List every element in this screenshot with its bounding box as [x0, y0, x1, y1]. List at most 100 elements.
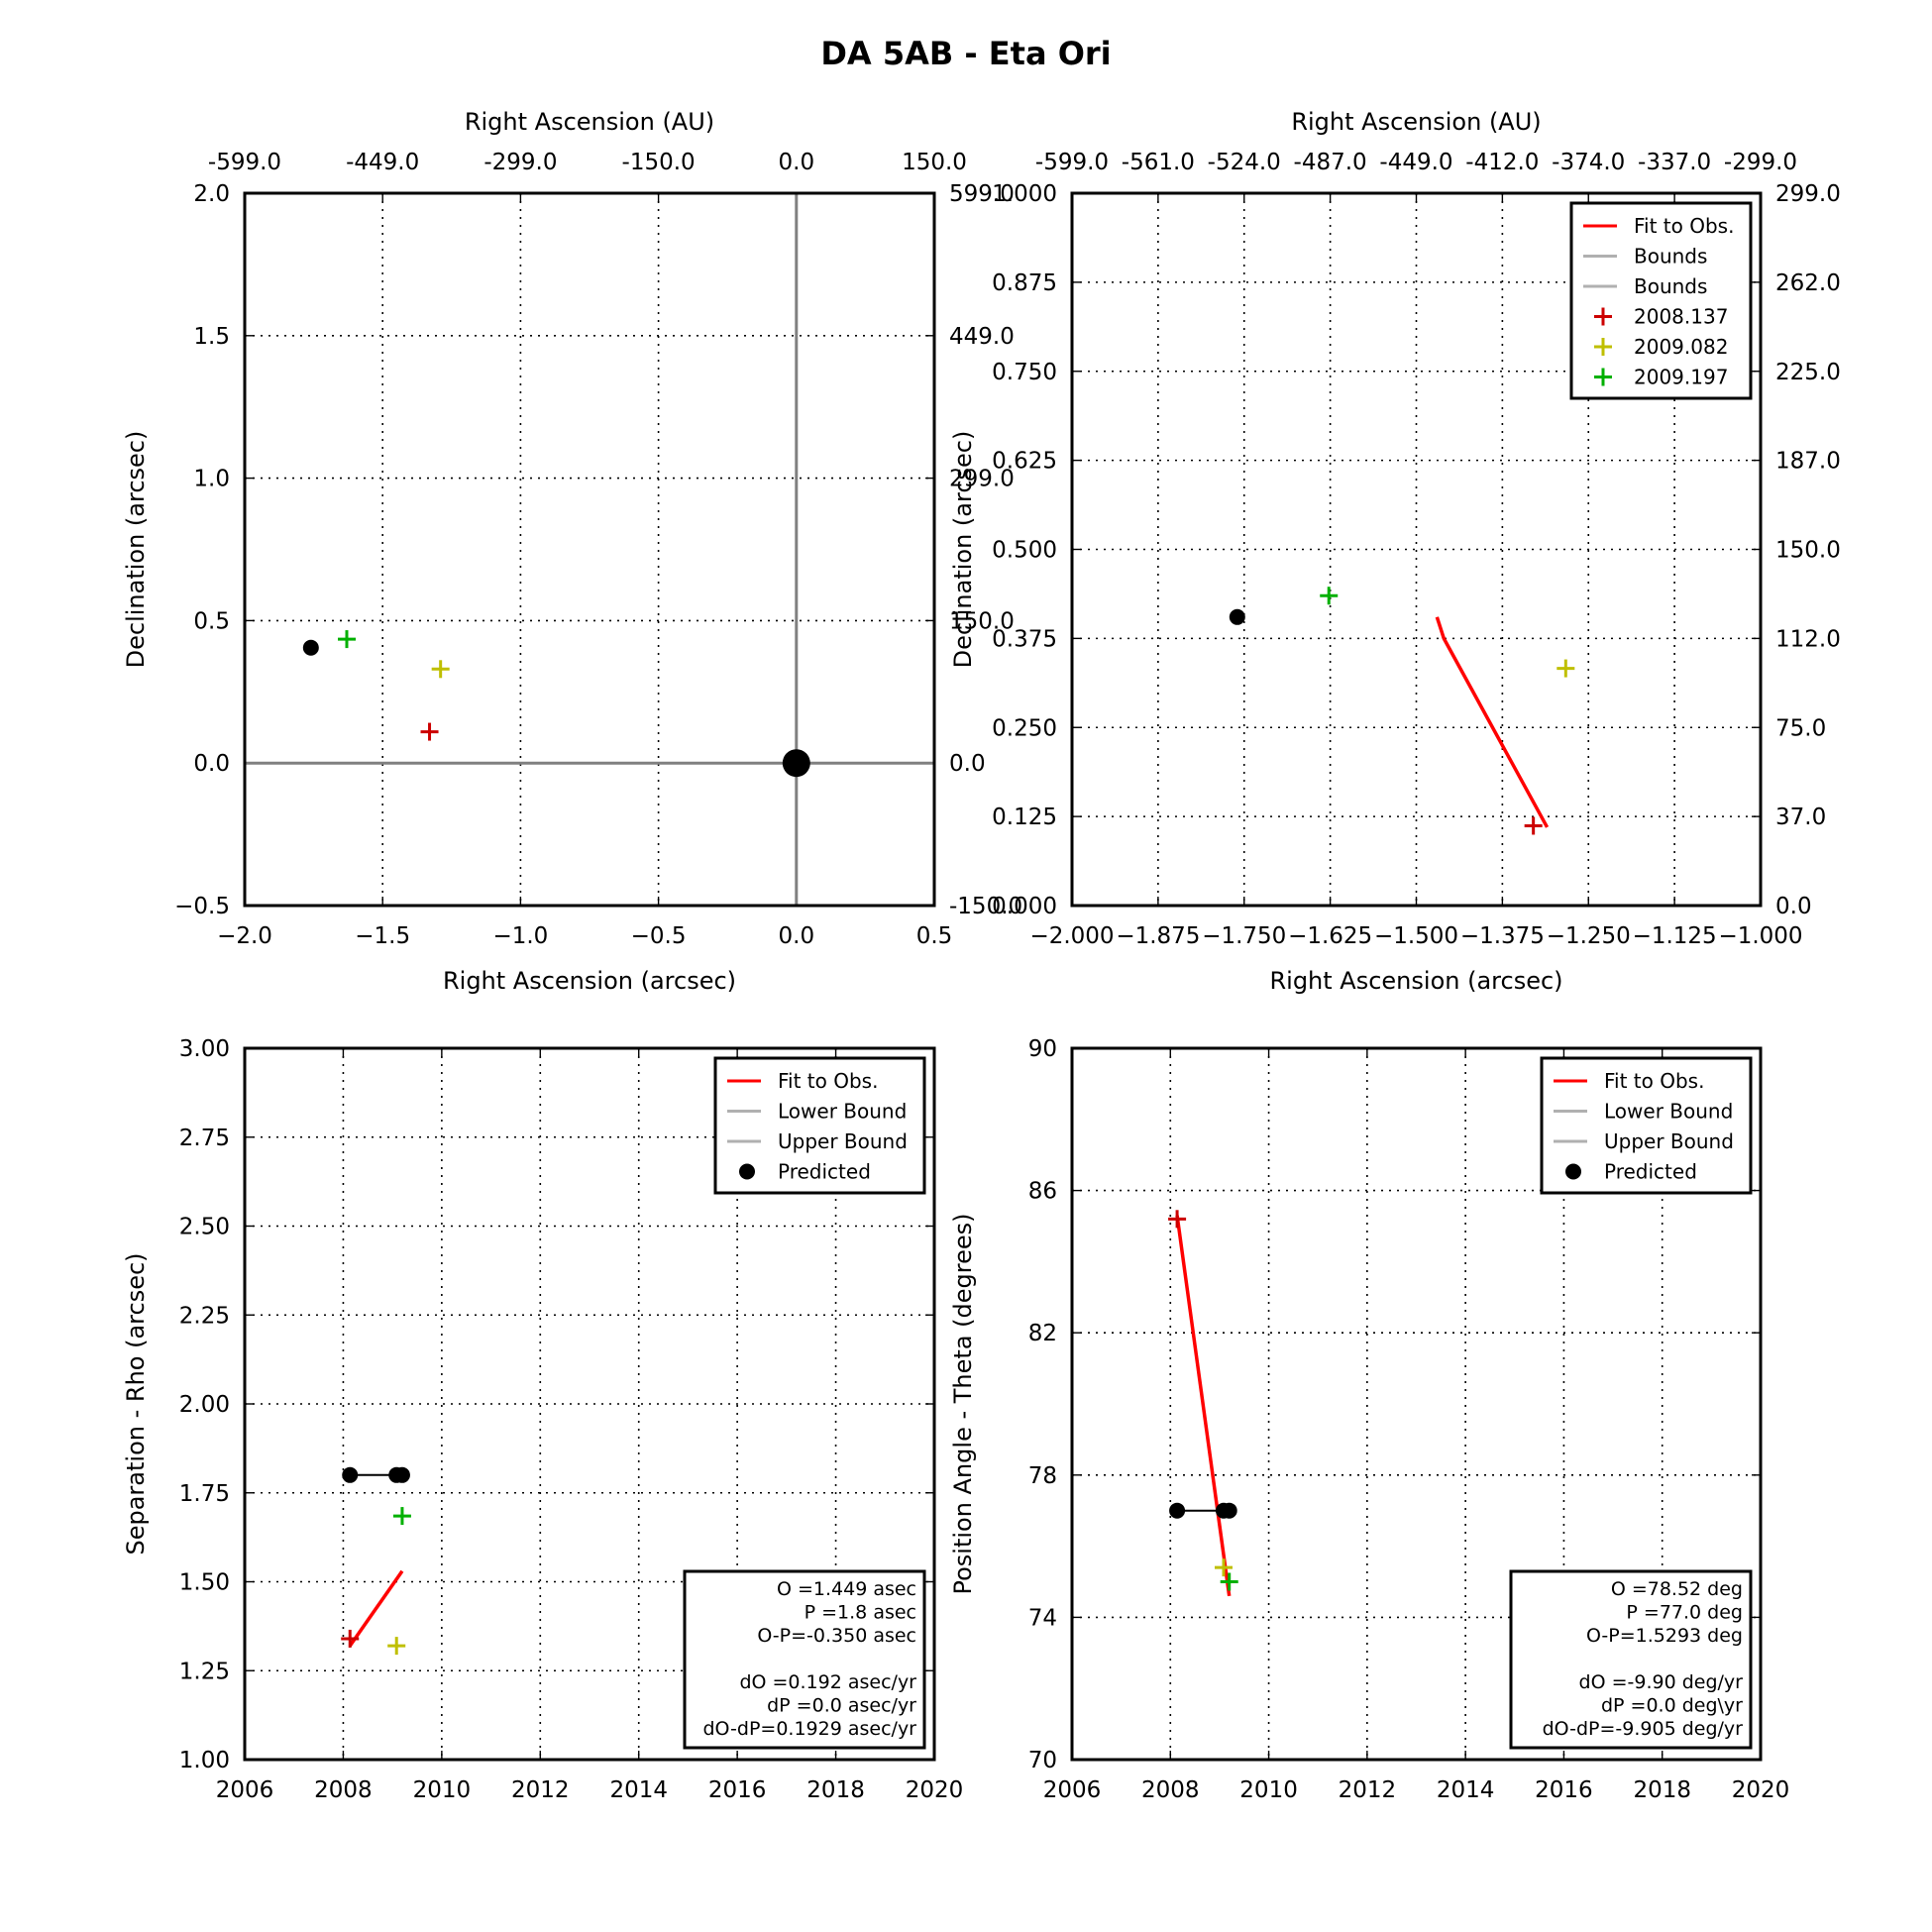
fit-line	[1435, 616, 1550, 828]
observation-point	[420, 722, 439, 741]
y-tick-label: 1.00	[179, 1748, 230, 1773]
top-axis-label: Right Ascension (AU)	[1291, 108, 1541, 136]
right-tick-label: 449.0	[949, 324, 1015, 350]
y-tick-label: 0.875	[992, 270, 1057, 296]
x-tick-label: −0.5	[631, 923, 687, 949]
panel-position-angle-theta: 2006 2008 2010 2012 2014 2016 2018 2020 70 74 78 82…	[949, 1036, 1789, 1803]
right-tick-label: -150.0	[949, 894, 1022, 919]
stats-frame	[683, 1569, 926, 1750]
x-axis-label: Right Ascension (arcsec)	[443, 967, 736, 995]
legend-swatch-plus	[1594, 307, 1612, 326]
observation-point	[1214, 1558, 1233, 1577]
right-tick-label: 150.0	[949, 608, 1015, 634]
x-tick-label: −1.750	[1202, 923, 1286, 949]
y-axis-label: Declination (arcsec)	[122, 431, 150, 669]
stats-line: O =1.449 asec	[777, 1578, 916, 1600]
stats-line: dO-dP=-9.905 deg/yr	[1543, 1718, 1744, 1740]
y-axis-label: Separation - Rho (arcsec)	[122, 1252, 150, 1555]
legend-label: Upper Bound	[778, 1129, 908, 1153]
stats-line: O-P=1.5293 deg	[1586, 1625, 1743, 1647]
stats-line: dO =-9.90 deg/yr	[1579, 1671, 1744, 1693]
stats-line: P =1.8 asec	[805, 1602, 916, 1624]
x-tick-label: 2010	[413, 1777, 472, 1803]
predicted-point	[302, 639, 319, 656]
stats-frame	[1509, 1569, 1753, 1750]
observation-point	[1220, 1572, 1238, 1591]
x-tick-label: 2006	[1043, 1777, 1102, 1803]
right-tick-label: 262.0	[1775, 270, 1841, 296]
right-tick-label: 599.0	[949, 181, 1015, 207]
x-tick-label: 2006	[216, 1777, 274, 1803]
x-tick-label: −2.000	[1029, 923, 1114, 949]
top-tick-label: 0.0	[779, 150, 815, 175]
y-tick-label: 0.250	[992, 715, 1057, 741]
panel-ra-dec-full: −2.0 −1.5 −1.0 −0.5 0.0 0.5 −0.5 0.0 0.5 1.0 1.5 2.…	[122, 108, 1022, 995]
legend-label: Bounds	[1634, 274, 1707, 298]
plot-frame	[243, 191, 936, 908]
top-tick-label: -150.0	[622, 150, 696, 175]
legend: Fit to Obs. Lower Bound Upper Bound Predict…	[713, 1056, 926, 1195]
plot-frame	[243, 1046, 936, 1762]
y-tick-label: −0.5	[174, 894, 230, 919]
x-tick-label: −1.125	[1633, 923, 1717, 949]
top-tick-label: -561.0	[1122, 150, 1195, 175]
x-tick-label: 2012	[511, 1777, 570, 1803]
x-tick-label: 2018	[1633, 1777, 1691, 1803]
right-tick-label: 0.0	[949, 751, 986, 777]
predicted-point	[342, 1466, 359, 1483]
x-tick-label: −1.0	[492, 923, 548, 949]
x-tick-label: 0.0	[779, 923, 815, 949]
y-tick-label: 0.125	[992, 805, 1057, 830]
top-tick-label: -374.0	[1552, 150, 1625, 175]
legend-label: Predicted	[778, 1160, 871, 1184]
legend-label: 2009.197	[1634, 366, 1728, 389]
y-axis-label: Position Angle - Theta (degrees)	[949, 1213, 977, 1594]
top-tick-label: -599.0	[1035, 150, 1109, 175]
y-tick-label: 82	[1028, 1321, 1057, 1346]
fit-line	[348, 1569, 404, 1648]
figure-title: DA 5AB - Eta Ori	[820, 35, 1111, 72]
stats-line: dO =0.192 asec/yr	[739, 1671, 916, 1693]
legend-swatch-dot	[1565, 1163, 1581, 1180]
stats-line: O =78.52 deg	[1611, 1578, 1743, 1600]
x-tick-label: 2016	[1535, 1777, 1593, 1803]
x-axis-label: Right Ascension (arcsec)	[1269, 967, 1562, 995]
right-tick-label: 225.0	[1775, 360, 1841, 385]
observation-point	[392, 1507, 411, 1526]
legend-label: Upper Bound	[1604, 1129, 1734, 1153]
legend-swatch-dot	[739, 1163, 755, 1180]
top-tick-label: -599.0	[208, 150, 281, 175]
right-tick-label: 150.0	[1775, 538, 1841, 564]
legend-label: Bounds	[1634, 245, 1707, 268]
top-tick-label: -299.0	[483, 150, 557, 175]
x-tick-label: 2008	[314, 1777, 373, 1803]
y-tick-label: 3.00	[179, 1036, 230, 1062]
panel-separation-rho: 2006 2008 2010 2012 2014 2016 2018 2020 1.00 1.25…	[122, 1036, 963, 1803]
top-tick-label: -337.0	[1638, 150, 1711, 175]
x-tick-label: −1.5	[355, 923, 410, 949]
observation-point	[1168, 1210, 1187, 1229]
right-tick-label: 75.0	[1775, 715, 1826, 741]
panel-ra-dec-zoom: −2.000 −1.875 −1.750 −1.625 −1.500 −1.375 −1.2…	[949, 108, 1841, 995]
predicted-point	[1169, 1502, 1186, 1519]
y-tick-label: 1.5	[193, 324, 230, 350]
y-tick-label: 0.750	[992, 360, 1057, 385]
y-tick-label: 0.375	[992, 626, 1057, 652]
observation-point	[387, 1637, 406, 1656]
x-tick-label: 2014	[609, 1777, 668, 1803]
y-tick-label: 74	[1028, 1605, 1057, 1631]
observation-point	[341, 1629, 360, 1648]
y-tick-label: 2.50	[179, 1215, 230, 1240]
stats-line: dO-dP=0.1929 asec/yr	[703, 1718, 917, 1740]
plot-frame	[1070, 1046, 1763, 1762]
stats-line: dP =0.0 asec/yr	[767, 1695, 916, 1717]
legend-label: Fit to Obs.	[778, 1069, 878, 1093]
y-tick-label: 0.000	[992, 894, 1057, 919]
top-axis-label: Right Ascension (AU)	[465, 108, 714, 136]
y-tick-label: 0.0	[193, 751, 230, 777]
legend-frame	[1569, 201, 1753, 400]
y-axis-label: Declination (arcsec)	[949, 431, 977, 669]
y-tick-label: 1.50	[179, 1570, 230, 1596]
